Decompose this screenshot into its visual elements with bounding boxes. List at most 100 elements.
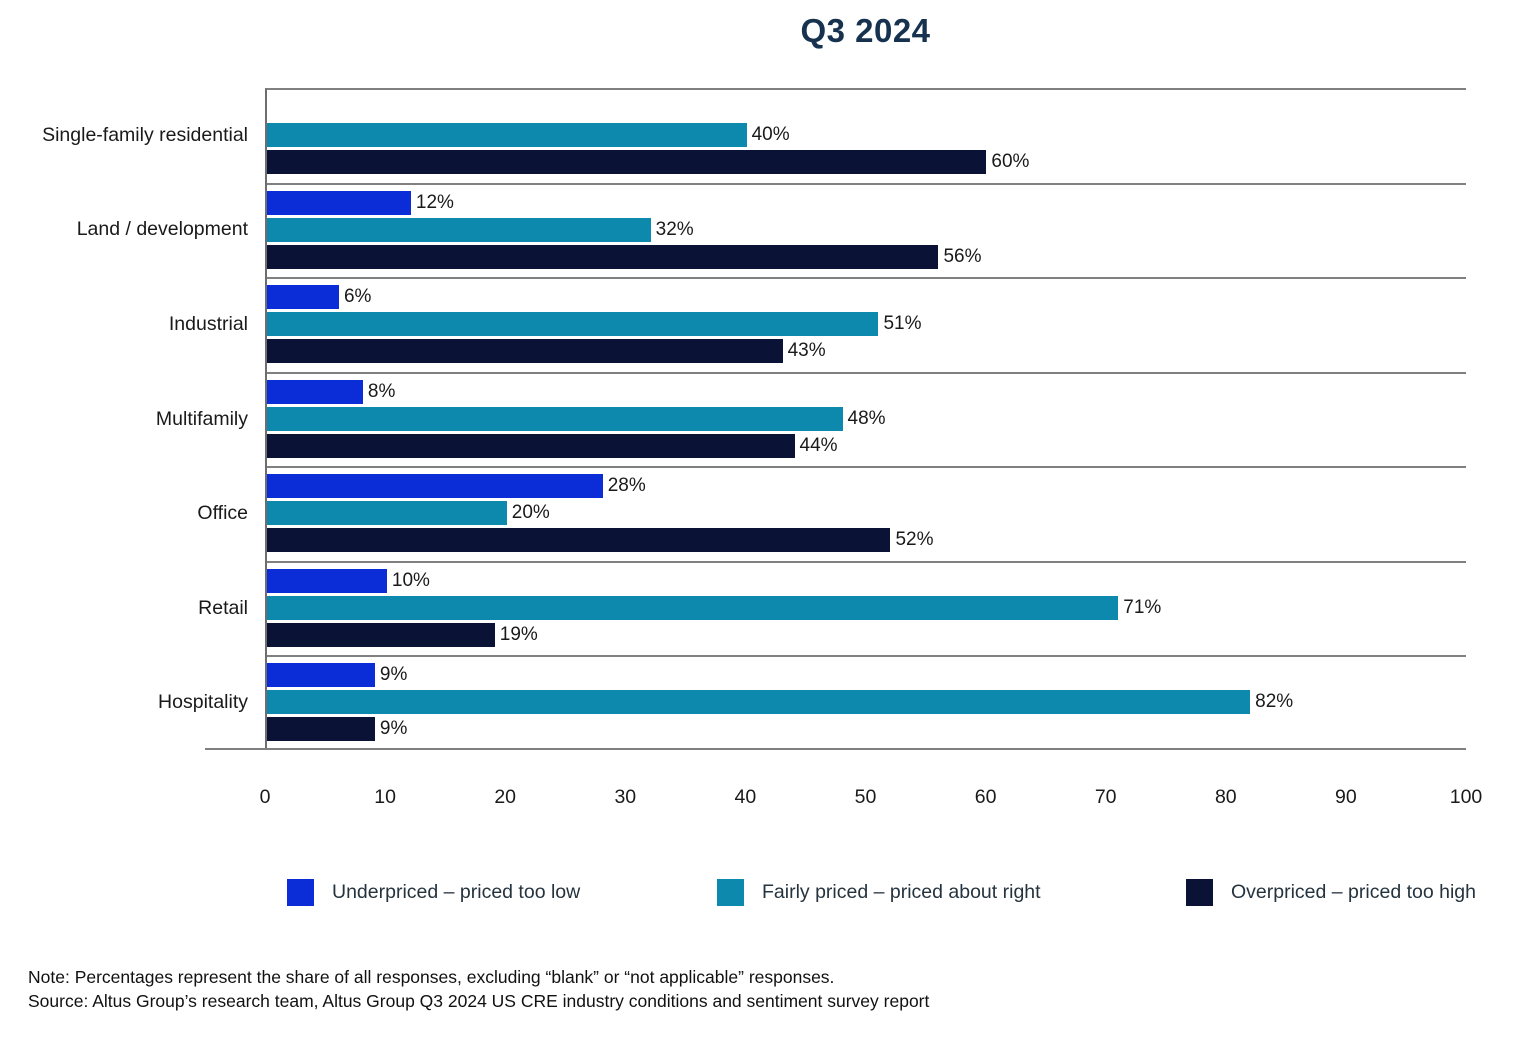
category-group: 12% 32% 56% (267, 185, 1466, 280)
bar-underpriced (267, 190, 411, 215)
bar-overpriced (267, 244, 939, 269)
bar-value-label: 52% (895, 529, 934, 551)
bar-slot: 60% (267, 150, 1466, 174)
bar-slot: 8% (267, 379, 1466, 404)
bar-slot: 43% (267, 339, 1466, 364)
footer-notes: Note: Percentages represent the share of… (28, 965, 1488, 1013)
bar-slot: 40% (267, 123, 1466, 147)
bar-value-label: 28% (607, 475, 646, 497)
bar-value-label: 20% (511, 502, 550, 524)
category-label: Land / development (76, 218, 248, 241)
legend-swatch-fairly-priced (717, 878, 744, 906)
category-group: 10% 71% 19% (267, 563, 1466, 658)
category-label: Office (197, 502, 248, 525)
x-axis-line (205, 748, 1466, 750)
bar-value-label: 9% (379, 664, 408, 686)
bar-slot: 51% (267, 312, 1466, 337)
bar-slot: 32% (267, 217, 1466, 242)
x-tick-label: 30 (614, 786, 637, 808)
bar-value-label: 44% (799, 434, 838, 456)
bar-slot: 52% (267, 528, 1466, 553)
bar-slot: 48% (267, 406, 1466, 431)
bar-slot: 12% (267, 190, 1466, 215)
bar-value-label: 6% (343, 286, 372, 308)
bar-value-label: 60% (991, 151, 1030, 172)
bar-value-label: 40% (751, 124, 790, 145)
bar-slot: 44% (267, 433, 1466, 458)
x-tick-label: 60 (974, 786, 997, 808)
x-tick-label: 40 (734, 786, 757, 808)
bar-fairly (267, 501, 507, 526)
note-text: Note: Percentages represent the share of… (28, 967, 835, 987)
bar-slot: 82% (267, 690, 1466, 715)
bar-slot: 28% (267, 474, 1466, 499)
x-tick-label: 0 (259, 786, 271, 808)
x-axis-ticks: 0 10 20 30 40 50 60 70 80 90 100 (260, 786, 1483, 816)
bar-slot (267, 96, 1466, 120)
bar-slot: 71% (267, 595, 1466, 620)
bar-fairly (267, 217, 651, 242)
bar-fairly (267, 406, 843, 431)
category-label: Single-family residential (42, 123, 248, 146)
bar-underpriced (267, 474, 603, 499)
x-tick-label: 50 (854, 786, 877, 808)
bar-overpriced (267, 339, 783, 364)
bar-slot: 6% (267, 285, 1466, 310)
bar-underpriced (267, 379, 363, 404)
x-tick-label: 10 (374, 786, 396, 808)
bar-value-label: 9% (379, 718, 408, 740)
bar-slot: 9% (267, 717, 1466, 742)
bar-slot: 19% (267, 622, 1466, 647)
bar-value-label: 10% (391, 569, 430, 591)
bar-fairly (267, 312, 879, 337)
x-tick-label: 20 (494, 786, 517, 808)
legend-swatch-overpriced (1186, 878, 1213, 906)
bar-value-label: 71% (1123, 596, 1162, 618)
legend-item-underpriced: Underpriced – priced too low (287, 877, 580, 907)
bar-underpriced (267, 663, 375, 688)
category-group: 6% 51% 43% (267, 279, 1466, 374)
category-group: 9% 82% 9% (267, 657, 1466, 750)
bar-overpriced (267, 433, 795, 458)
category-label: Retail (198, 596, 248, 619)
bar-slot: 9% (267, 663, 1466, 688)
category-label: Multifamily (155, 407, 248, 430)
legend-item-fairly-priced: Fairly priced – priced about right (717, 877, 1041, 907)
chart-title: Q3 2024 (800, 12, 931, 49)
category-group: 40% 60% (267, 90, 1466, 185)
bar-value-label: 32% (655, 218, 694, 240)
bar-value-label: 56% (943, 245, 982, 267)
bar-underpriced (267, 285, 339, 310)
bar-value-label: 19% (499, 623, 538, 645)
plot-area: 40% 60% 12% 32% 56% 6% 51% 43% 8% 48% 44% 28% 20% 52%… (265, 88, 1466, 750)
bar-value-label: 82% (1255, 691, 1294, 713)
bar-fairly (267, 595, 1119, 620)
bar-fairly (267, 690, 1251, 715)
x-tick-label: 70 (1094, 786, 1117, 808)
x-tick-label: 90 (1335, 786, 1357, 808)
x-tick-label: 100 (1449, 786, 1483, 808)
bar-fairly (267, 123, 747, 147)
source-text: Source: Altus Group’s research team, Alt… (28, 991, 930, 1011)
bar-value-label: 43% (787, 340, 826, 362)
category-label: Industrial (168, 312, 248, 335)
bar-value-label: 51% (883, 313, 922, 335)
bar-value-label: 48% (847, 407, 886, 429)
category-group: 28% 20% 52% (267, 468, 1466, 563)
bar-value-label: 8% (367, 380, 396, 402)
legend-label: Underpriced – priced too low (332, 880, 581, 903)
x-tick-label: 80 (1214, 786, 1237, 808)
category-group: 8% 48% 44% (267, 374, 1466, 469)
bar-overpriced (267, 150, 987, 174)
category-axis: Single-family residential Land / developm… (0, 88, 248, 750)
legend-label: Overpriced – priced too high (1231, 880, 1476, 903)
bar-slot: 20% (267, 501, 1466, 526)
bar-overpriced (267, 622, 495, 647)
legend-item-overpriced: Overpriced – priced too high (1186, 877, 1476, 907)
legend-label: Fairly priced – priced about right (762, 880, 1041, 903)
bar-underpriced (267, 568, 387, 593)
bar-slot: 56% (267, 244, 1466, 269)
bar-overpriced (267, 717, 375, 742)
category-label: Hospitality (158, 691, 248, 714)
bar-value-label: 12% (415, 191, 454, 213)
